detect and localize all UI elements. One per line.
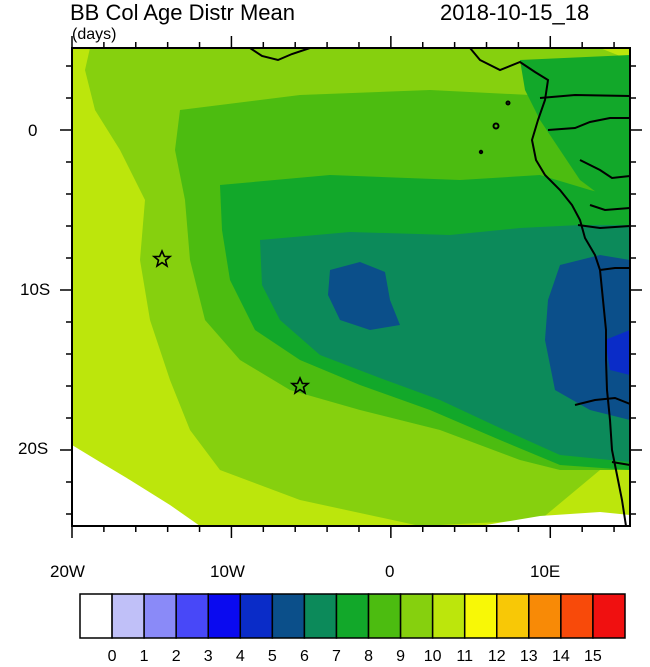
colorbar-label: 15 [584, 648, 602, 665]
colorbar-label: 7 [332, 648, 341, 665]
coastlines [249, 48, 630, 526]
field-level-6 [328, 262, 400, 330]
colorbar-swatch [79, 593, 113, 639]
x-tick-label: 10E [530, 562, 561, 581]
colorbar-label: 12 [487, 648, 506, 665]
map-field [72, 48, 630, 526]
y-tick-label: 0 [28, 121, 38, 140]
colorbar-swatch [592, 593, 626, 639]
colorbar-label: 13 [519, 648, 538, 665]
y-tick-label: 10S [20, 280, 51, 299]
colorbar-swatch [207, 593, 242, 639]
x-tick-label: 10W [210, 562, 245, 581]
colorbar-label: 14 [551, 648, 570, 665]
y-tick-label: 20S [18, 439, 49, 458]
colorbar-label: 10 [423, 648, 442, 665]
colorbar-swatch [560, 593, 594, 639]
plot-frame [71, 47, 631, 527]
colorbar-swatch [496, 593, 530, 639]
colorbar-swatch [335, 593, 370, 639]
colorbar-label: 8 [364, 648, 373, 665]
south-white-patch [480, 512, 630, 526]
colorbar-swatch [143, 593, 177, 639]
colorbar-swatch [399, 593, 434, 639]
colorbar-swatch [111, 593, 145, 639]
colorbar-swatch [303, 593, 338, 639]
colorbar-label: 4 [235, 648, 245, 665]
colorbar-label: 6 [299, 648, 309, 665]
colorbar-swatch [239, 593, 274, 639]
colorbar-swatch [271, 593, 306, 639]
colorbar-label: 0 [107, 648, 117, 665]
colorbar-label: 2 [171, 648, 181, 665]
star-marker-2 [289, 375, 311, 395]
colorbar-swatch [463, 593, 498, 639]
colorbar-swatch [431, 593, 466, 639]
field-level-5 [605, 330, 630, 375]
colorbar-swatch [175, 593, 209, 639]
star-marker-1 [151, 248, 173, 268]
map-title: BB Col Age Distr Mean [70, 0, 295, 25]
colorbar-swatch [367, 593, 402, 639]
units-label: (days) [72, 26, 117, 43]
map-timestamp: 2018-10-15_18 [440, 0, 590, 25]
x-tick-label: 20W [50, 562, 85, 581]
colorbar [79, 593, 626, 639]
colorbar-label: 3 [203, 648, 213, 665]
colorbar-label: 9 [396, 648, 406, 665]
x-tick-label: 0 [385, 562, 395, 581]
colorbar-swatch [528, 593, 562, 639]
colorbar-label: 11 [456, 648, 473, 665]
axis-ticks [60, 36, 642, 538]
colorbar-label: 1 [139, 648, 149, 665]
southwest-white-patch [72, 445, 200, 526]
field-level-6b [545, 255, 630, 420]
colorbar-label: 5 [267, 648, 277, 665]
